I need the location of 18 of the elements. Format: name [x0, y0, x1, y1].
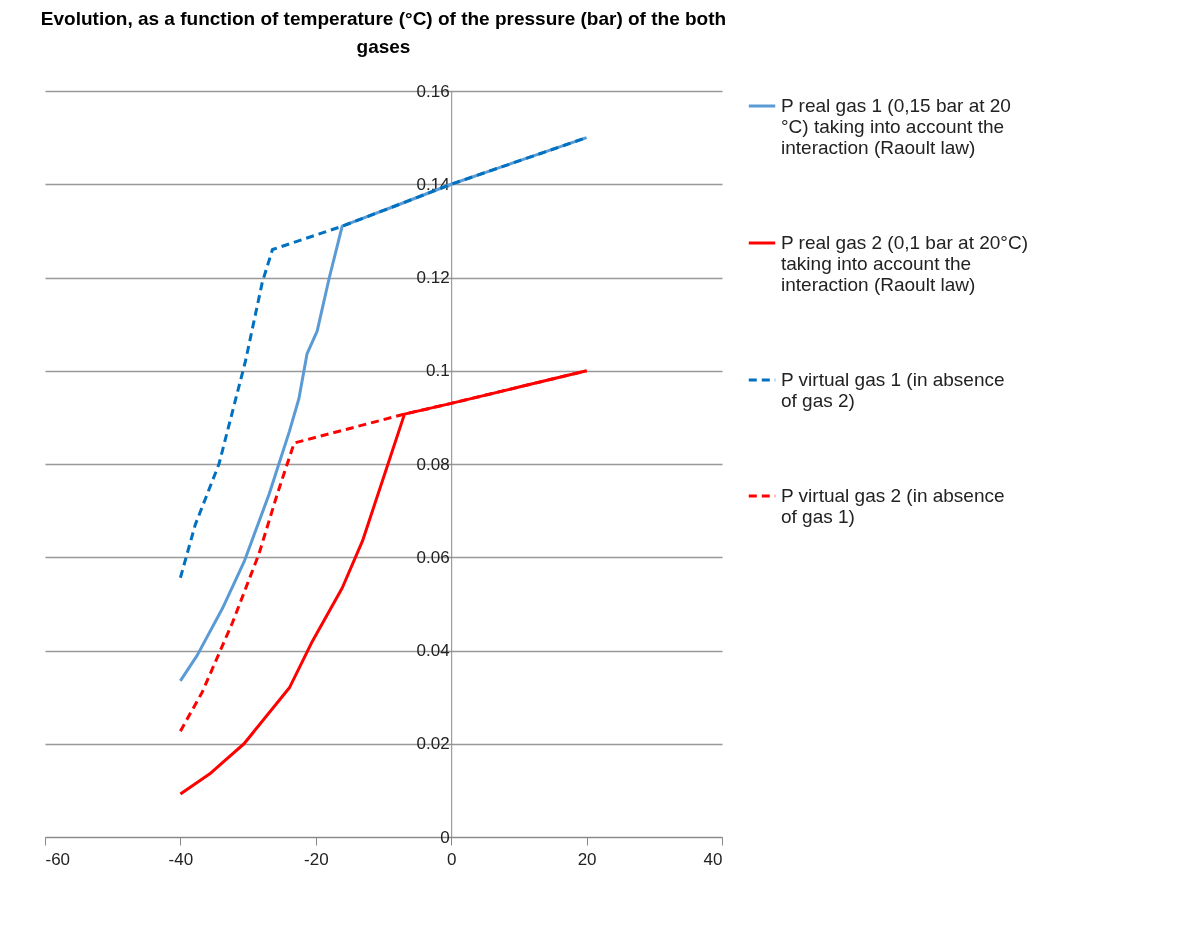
y-tick-label: 0 [440, 827, 450, 847]
y-tick-label: 0.02 [416, 734, 450, 754]
x-tick-label: 20 [577, 849, 597, 869]
legend-label: P real gas 2 (0,1 bar at 20°C) taking into account the interaction (Raoult law) [781, 232, 1028, 295]
y-tick-label: 0.08 [416, 454, 450, 474]
y-tick-label: 0.1 [426, 361, 450, 381]
y-tick-label: 0.16 [416, 81, 450, 101]
y-tick-label: 0.12 [416, 268, 450, 287]
x-tick-label: 40 [703, 849, 723, 869]
legend-label: P virtual gas 2 (in absence of gas 1) [781, 485, 1005, 527]
chart-title: Evolution, as a function of temperature (°C) of the pressure (bar) of the both gases [40, 8, 727, 57]
legend-label: P real gas 1 (0,15 bar at 20 °C) taking into account the interaction (Raoult law) [781, 95, 1011, 158]
y-tick-label: 0.06 [416, 547, 450, 567]
x-tick-label: -60 [45, 849, 71, 869]
x-tick-label: -20 [304, 849, 329, 869]
y-tick-label: 0.04 [416, 641, 450, 660]
x-tick-label: -40 [168, 849, 194, 869]
legend-label: P virtual gas 1 (in absence of gas 2) [781, 369, 1005, 411]
